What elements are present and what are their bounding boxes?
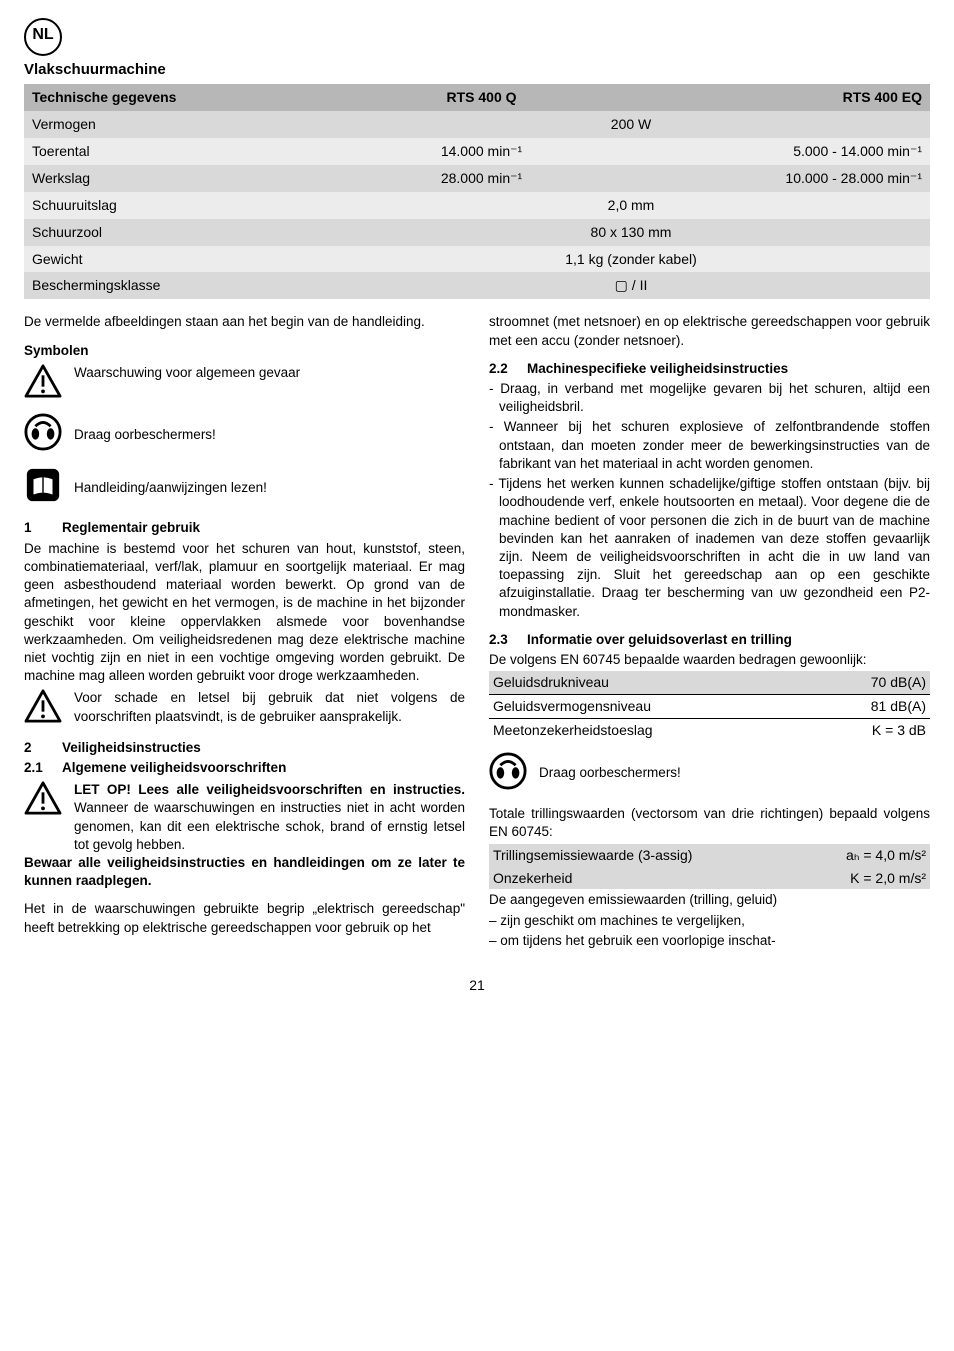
table-row: Werkslag 28.000 min⁻¹ 10.000 - 28.000 mi… — [24, 165, 930, 192]
subsection-title: Machinespecifieke veiligheidsinstructies — [527, 360, 788, 378]
spec-header-label: Technische gegevens — [24, 84, 332, 111]
ear-protection-icon — [489, 752, 529, 795]
product-title: Vlakschuurmachine — [24, 60, 930, 80]
subsection-number: 2.3 — [489, 631, 515, 649]
table-row: Geluidsvermogensniveau81 dB(A) — [489, 695, 930, 719]
warning-text: Voor schade en letsel bij gebruik dat ni… — [74, 689, 465, 725]
page-number: 21 — [24, 976, 930, 995]
right-column: stroomnet (met netsnoer) en op elektrisc… — [489, 313, 930, 952]
list-item: – zijn geschikt om machines te vergelijk… — [489, 912, 930, 930]
section-body: De machine is bestemd voor het schuren v… — [24, 540, 465, 686]
vibration-values-table: Trillingsemissiewaarde (3-assig)aₕ = 4,0… — [489, 844, 930, 890]
symbol-ear-text: Draag oorbeschermers! — [539, 764, 930, 782]
table-row: Gewicht 1,1 kg (zonder kabel) — [24, 246, 930, 273]
subsection-title: Algemene veiligheidsvoorschriften — [62, 759, 286, 777]
language-badge: NL — [24, 18, 62, 56]
list-item: - Draag, in verband met mogelijke gevare… — [489, 380, 930, 416]
keep-instructions: Bewaar alle veiligheidsinstructies en ha… — [24, 855, 465, 888]
table-row: OnzekerheidK = 2,0 m/s² — [489, 867, 930, 890]
subsection-number: 2.1 — [24, 759, 50, 777]
table-row: Vermogen 200 W — [24, 111, 930, 138]
table-row: Schuurzool 80 x 130 mm — [24, 219, 930, 246]
table-row: MeetonzekerheidstoeslagK = 3 dB — [489, 719, 930, 742]
sound-values-table: Geluidsdrukniveau70 dB(A) Geluidsvermoge… — [489, 671, 930, 742]
warning-icon — [24, 781, 64, 820]
table-row: Trillingsemissiewaarde (3-assig)aₕ = 4,0… — [489, 844, 930, 867]
symbols-heading: Symbolen — [24, 342, 465, 360]
body-text: De aangegeven emissiewaarden (trilling, … — [489, 891, 930, 909]
read-manual-icon — [24, 466, 64, 509]
body-text: De volgens EN 60745 bepaalde waarden bed… — [489, 651, 930, 669]
table-row: Schuuruitslag 2,0 mm — [24, 192, 930, 219]
subsection-number: 2.2 — [489, 360, 515, 378]
warning-icon — [24, 689, 64, 728]
warning-text: LET OP! Lees alle veiligheidsvoorschrift… — [74, 781, 465, 854]
spec-header-col1: RTS 400 Q — [332, 84, 631, 111]
table-row: Geluidsdrukniveau70 dB(A) — [489, 671, 930, 694]
body-text: Het in de waarschuwingen gebruikte begri… — [24, 900, 465, 936]
section-number: 1 — [24, 519, 50, 537]
table-row: Beschermingsklasse ▢ / II — [24, 272, 930, 299]
symbol-manual-text: Handleiding/aanwijzingen lezen! — [74, 479, 465, 497]
body-text: Totale trillingswaarden (vectorsom van d… — [489, 805, 930, 841]
spec-table: Technische gegevens RTS 400 Q RTS 400 EQ… — [24, 84, 930, 299]
section-number: 2 — [24, 739, 50, 757]
intro-text: De vermelde afbeeldingen staan aan het b… — [24, 313, 465, 331]
symbol-warning-text: Waarschuwing voor algemeen gevaar — [74, 364, 465, 382]
section-title: Reglementair gebruik — [62, 519, 200, 537]
warning-icon — [24, 364, 64, 403]
section-title: Veiligheidsinstructies — [62, 739, 201, 757]
ear-protection-icon — [24, 413, 64, 456]
list-item: – om tijdens het gebruik een voorlopige … — [489, 932, 930, 950]
subsection-title: Informatie over geluidsoverlast en trill… — [527, 631, 792, 649]
spec-header-col2: RTS 400 EQ — [631, 84, 930, 111]
table-row: Toerental 14.000 min⁻¹ 5.000 - 14.000 mi… — [24, 138, 930, 165]
left-column: De vermelde afbeeldingen staan aan het b… — [24, 313, 465, 952]
symbol-ear-text: Draag oorbeschermers! — [74, 426, 465, 444]
continuation-text: stroomnet (met netsnoer) en op elektrisc… — [489, 313, 930, 349]
list-item: - Wanneer bij het schuren explosieve of … — [489, 418, 930, 473]
list-item: - Tijdens het werken kunnen schadelijke/… — [489, 475, 930, 621]
